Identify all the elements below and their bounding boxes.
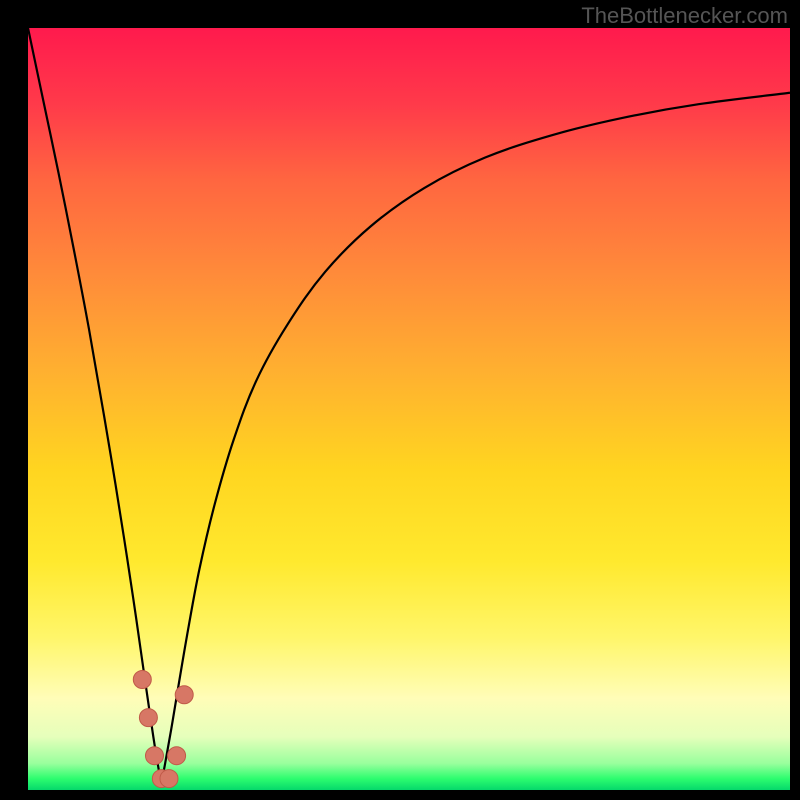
data-marker [133, 671, 151, 689]
watermark-text: TheBottlenecker.com [581, 3, 788, 29]
data-markers [133, 671, 193, 788]
curve-right-branch [161, 93, 790, 784]
bottleneck-curve [28, 28, 790, 790]
data-marker [175, 686, 193, 704]
data-marker [168, 747, 186, 765]
data-marker [160, 770, 178, 788]
data-marker [145, 747, 163, 765]
data-marker [139, 709, 157, 727]
plot-area [28, 28, 790, 790]
